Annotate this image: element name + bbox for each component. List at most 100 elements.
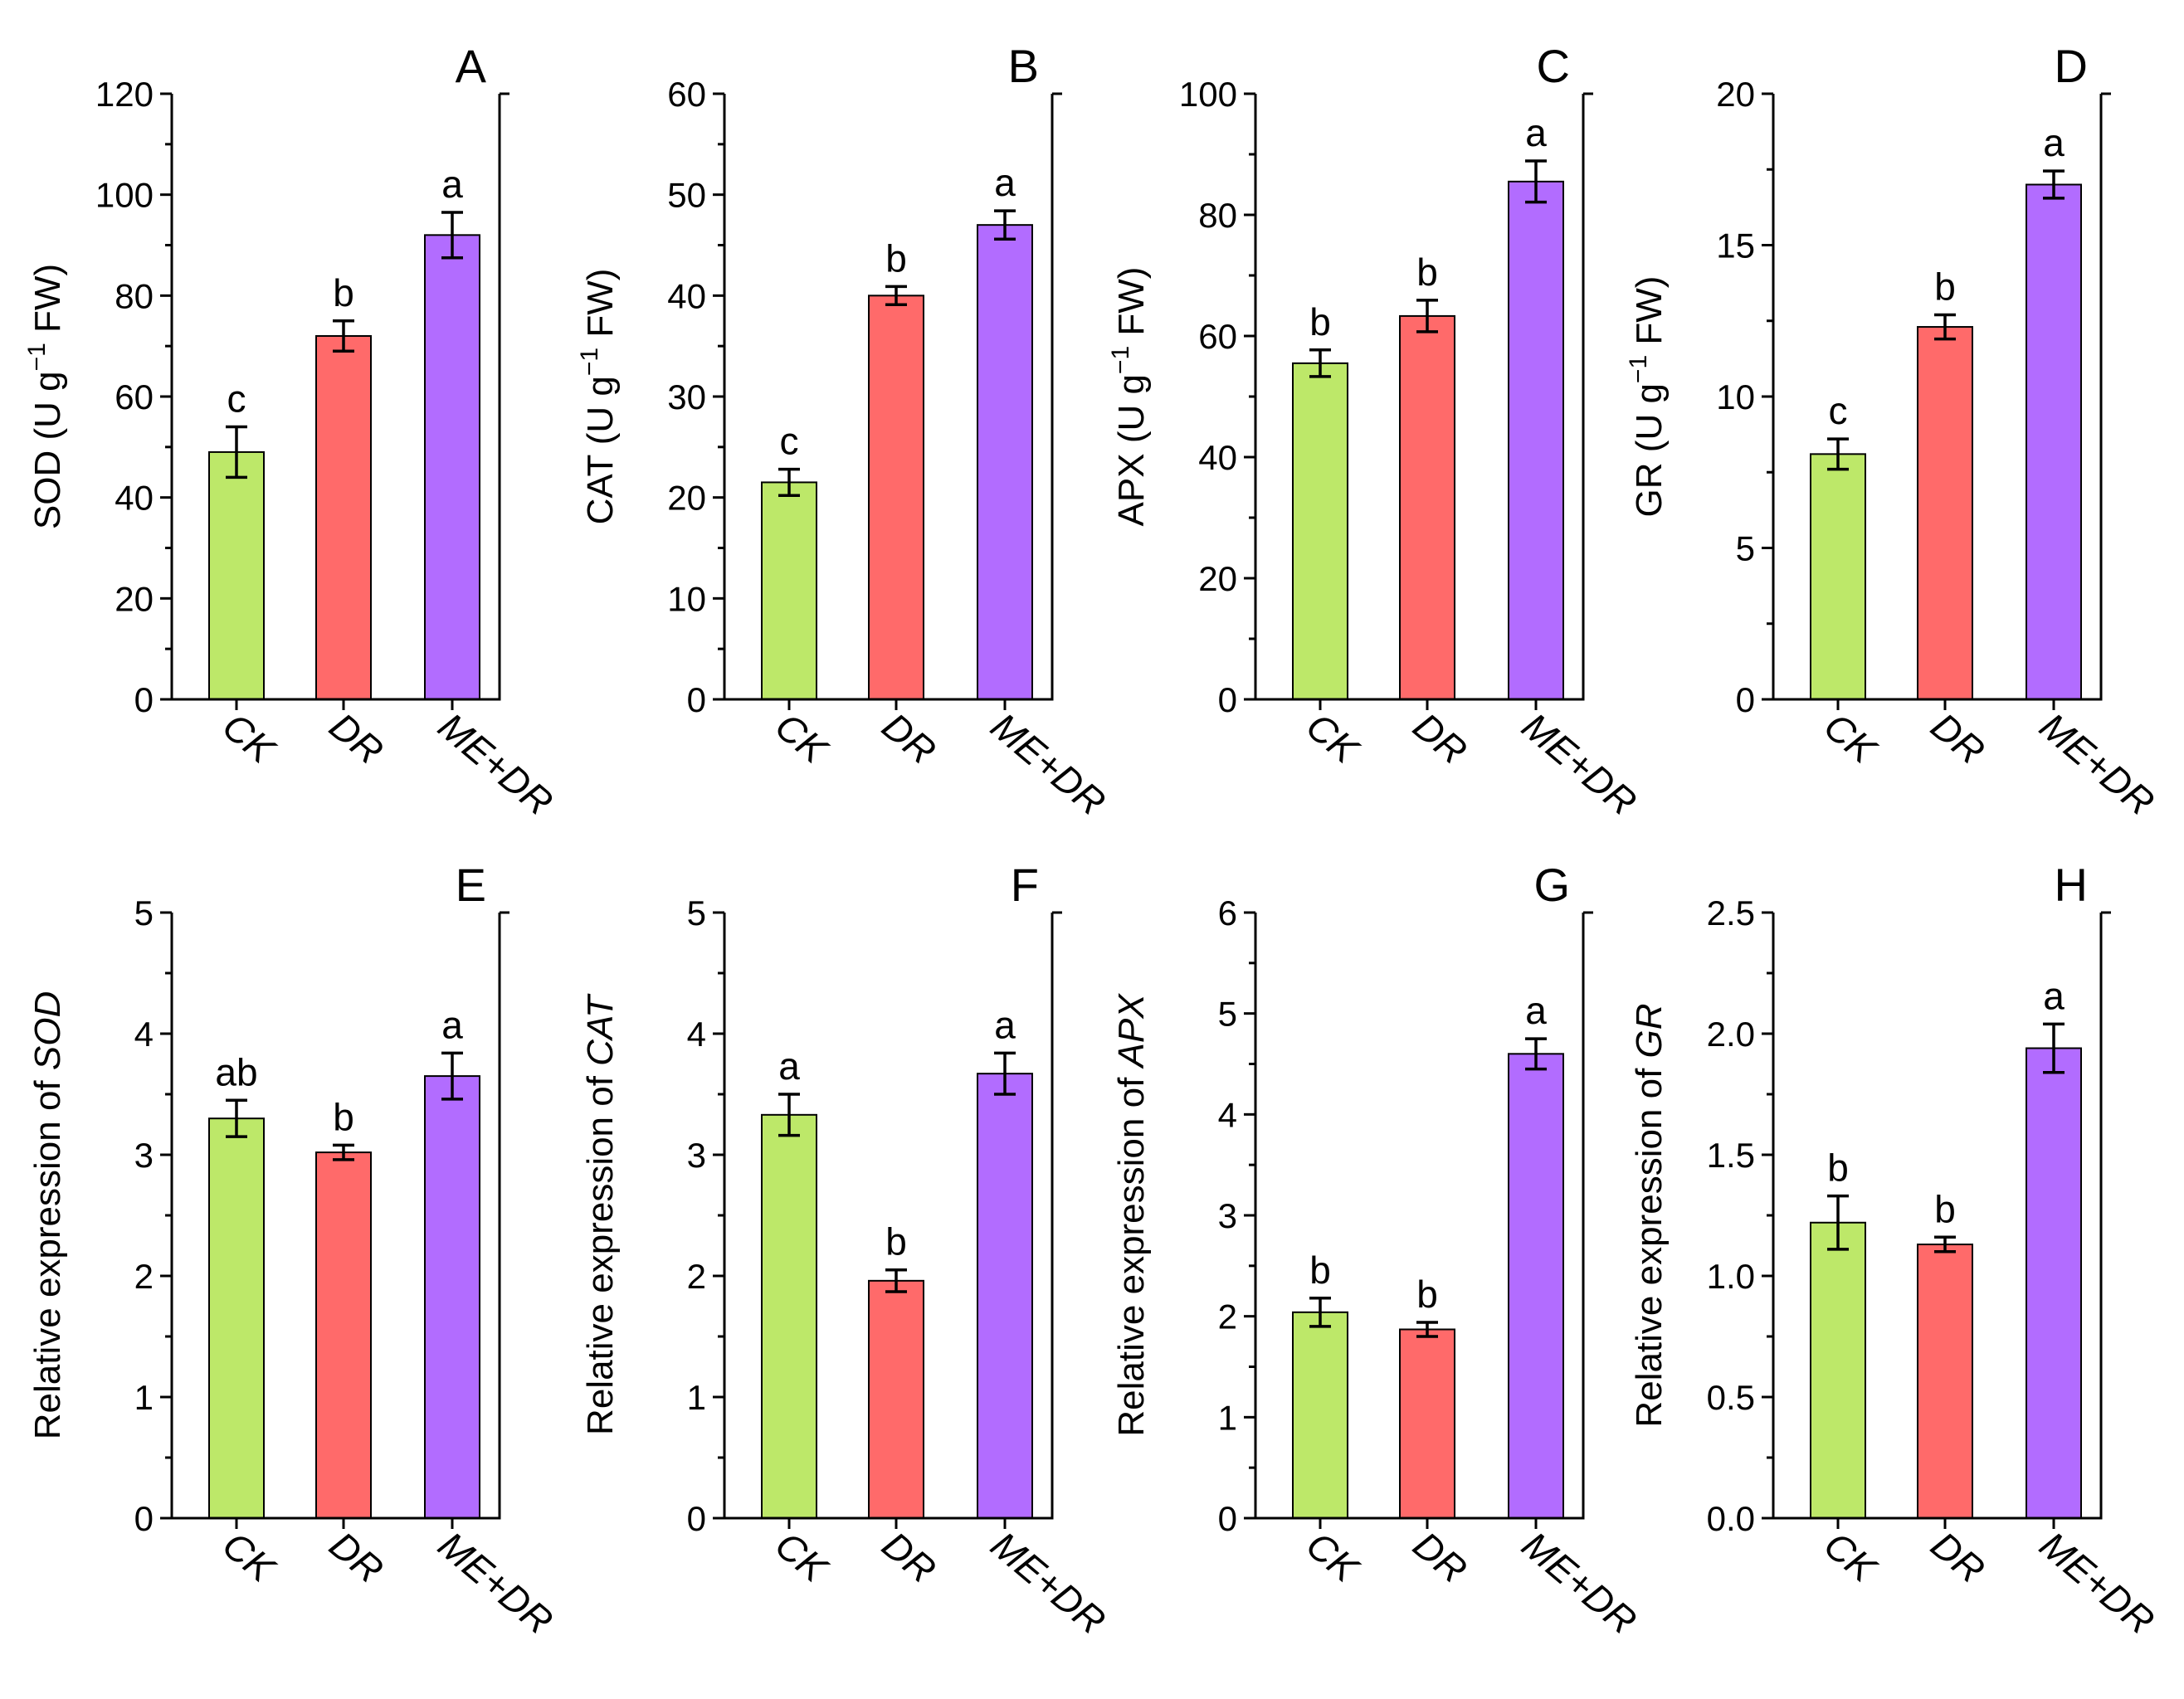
y-tick-label: 1 <box>687 1378 706 1417</box>
x-tick-label: CK <box>1299 1523 1368 1591</box>
y-tick-label: 2 <box>1218 1297 1237 1336</box>
y-tick-label: 0.0 <box>1707 1499 1755 1538</box>
x-tick-label: ME+DR <box>983 1523 1114 1643</box>
panel-letter: C <box>1537 40 1570 92</box>
significance-letter: b <box>1934 1187 1956 1230</box>
y-tick-label: 60 <box>667 75 706 114</box>
y-tick-label: 20 <box>1716 75 1755 114</box>
x-tick-label: ME+DR <box>2032 1523 2163 1643</box>
y-tick-label: 15 <box>1716 226 1755 265</box>
panel-letter: A <box>456 40 487 92</box>
y-tick-label: 40 <box>115 479 154 518</box>
bar-me-dr <box>2026 183 2082 700</box>
y-tick-label: 100 <box>1179 75 1237 114</box>
bar-ck <box>208 1117 265 1519</box>
y-tick-label: 0.5 <box>1707 1378 1755 1417</box>
significance-letter: a <box>994 161 1016 204</box>
y-axis-label-main: Relative expression of <box>1629 1058 1670 1427</box>
y-tick-label: 50 <box>667 176 706 215</box>
y-tick-label: 4 <box>1218 1095 1237 1134</box>
bar-dr <box>315 335 372 700</box>
y-axis-label-unit: FW) <box>580 269 621 348</box>
panel-letter: B <box>1008 40 1039 92</box>
x-tick-label: CK <box>768 1523 837 1591</box>
x-tick-label: DR <box>1923 704 1993 773</box>
y-axis-label-superscript: −1 <box>1107 346 1134 374</box>
y-tick-label: 4 <box>687 1015 706 1054</box>
panel-c: b b a 0 20 40 60 80 100 CK DR ME+DR C APX (U g−1 FW) <box>1107 40 1645 824</box>
y-tick-label: 30 <box>667 377 706 416</box>
y-tick-label: 2 <box>687 1257 706 1296</box>
y-tick-label: 20 <box>115 579 154 618</box>
significance-letter: b <box>1309 1249 1331 1292</box>
x-tick-label: DR <box>1406 1523 1475 1592</box>
y-axis-label-main: SOD (U g <box>27 371 68 529</box>
y-tick-label: 6 <box>1218 893 1237 932</box>
significance-letter: c <box>1829 389 1848 432</box>
y-axis-label-main: CAT (U g <box>580 376 621 524</box>
panel-g: b b a 0 1 2 3 4 5 6 CK DR ME+DR G Relative expression … <box>1111 859 1645 1643</box>
y-tick-label: 5 <box>134 893 154 932</box>
y-tick-label: 1 <box>134 1378 154 1417</box>
x-tick-label: CK <box>215 1523 285 1591</box>
significance-letter: b <box>333 271 354 314</box>
y-tick-label: 2 <box>134 1257 154 1296</box>
significance-letter: a <box>778 1044 800 1088</box>
y-tick-label: 1.5 <box>1707 1136 1755 1175</box>
x-tick-label: ME+DR <box>983 704 1114 824</box>
y-axis-label: Relative expression of CAT <box>580 993 621 1435</box>
y-tick-label: 1.0 <box>1707 1257 1755 1296</box>
significance-letter: b <box>1827 1146 1849 1190</box>
significance-letter: a <box>441 163 463 206</box>
y-tick-label: 0 <box>134 680 154 719</box>
panel-letter: H <box>2055 859 2088 911</box>
panel-f: a b a 0 1 2 3 4 5 CK DR ME+DR F Relative expression o… <box>580 859 1114 1643</box>
y-tick-label: 0 <box>1736 680 1755 719</box>
x-tick-label: ME+DR <box>431 1523 562 1643</box>
significance-letter: c <box>780 420 799 463</box>
y-tick-label: 3 <box>687 1136 706 1175</box>
x-tick-label: DR <box>875 704 944 773</box>
x-tick-label: DR <box>1923 1523 1993 1592</box>
y-axis-label-unit: FW) <box>1111 267 1152 346</box>
bar-me-dr <box>424 1075 480 1519</box>
y-tick-label: 0 <box>134 1499 154 1538</box>
y-tick-label: 4 <box>134 1015 154 1054</box>
y-tick-label: 80 <box>1198 196 1237 235</box>
y-axis-label-main: Relative expression of <box>580 1066 621 1435</box>
bar-dr <box>1917 326 1973 700</box>
panel-letter: E <box>456 859 486 911</box>
significance-letter: a <box>1525 111 1547 154</box>
y-axis-label-superscript: −1 <box>23 343 51 371</box>
x-tick-label: ME+DR <box>431 704 562 824</box>
y-tick-label: 80 <box>115 276 154 315</box>
y-tick-label: 10 <box>667 579 706 618</box>
x-tick-label: CK <box>215 704 285 772</box>
bar-dr <box>1917 1244 1973 1520</box>
significance-letter: c <box>227 377 246 421</box>
y-tick-label: 10 <box>1716 377 1755 416</box>
bar-me-dr <box>1508 180 1564 701</box>
x-tick-label: CK <box>1816 1523 1886 1591</box>
significance-letter: b <box>333 1095 354 1138</box>
y-axis-label-superscript: −1 <box>1625 355 1652 383</box>
significance-letter: b <box>885 236 907 280</box>
y-tick-label: 60 <box>1198 317 1237 356</box>
y-axis-label-main: GR (U g <box>1629 383 1670 517</box>
x-tick-label: CK <box>1816 704 1886 772</box>
x-tick-label: ME+DR <box>1514 1523 1645 1643</box>
significance-letter: b <box>1309 300 1331 343</box>
y-tick-label: 20 <box>1198 559 1237 598</box>
y-axis-label-gene: CAT <box>580 993 621 1066</box>
y-tick-label: 0 <box>687 1499 706 1538</box>
y-tick-label: 0 <box>1218 680 1237 719</box>
significance-letter: ab <box>215 1050 257 1093</box>
y-tick-label: 100 <box>95 176 154 215</box>
significance-letter: a <box>441 1003 463 1046</box>
bar-me-dr <box>977 224 1033 700</box>
y-tick-label: 3 <box>134 1136 154 1175</box>
y-tick-label: 2.5 <box>1707 893 1755 932</box>
x-tick-label: ME+DR <box>1514 704 1645 824</box>
y-axis-label-main: Relative expression of <box>1111 1067 1152 1436</box>
